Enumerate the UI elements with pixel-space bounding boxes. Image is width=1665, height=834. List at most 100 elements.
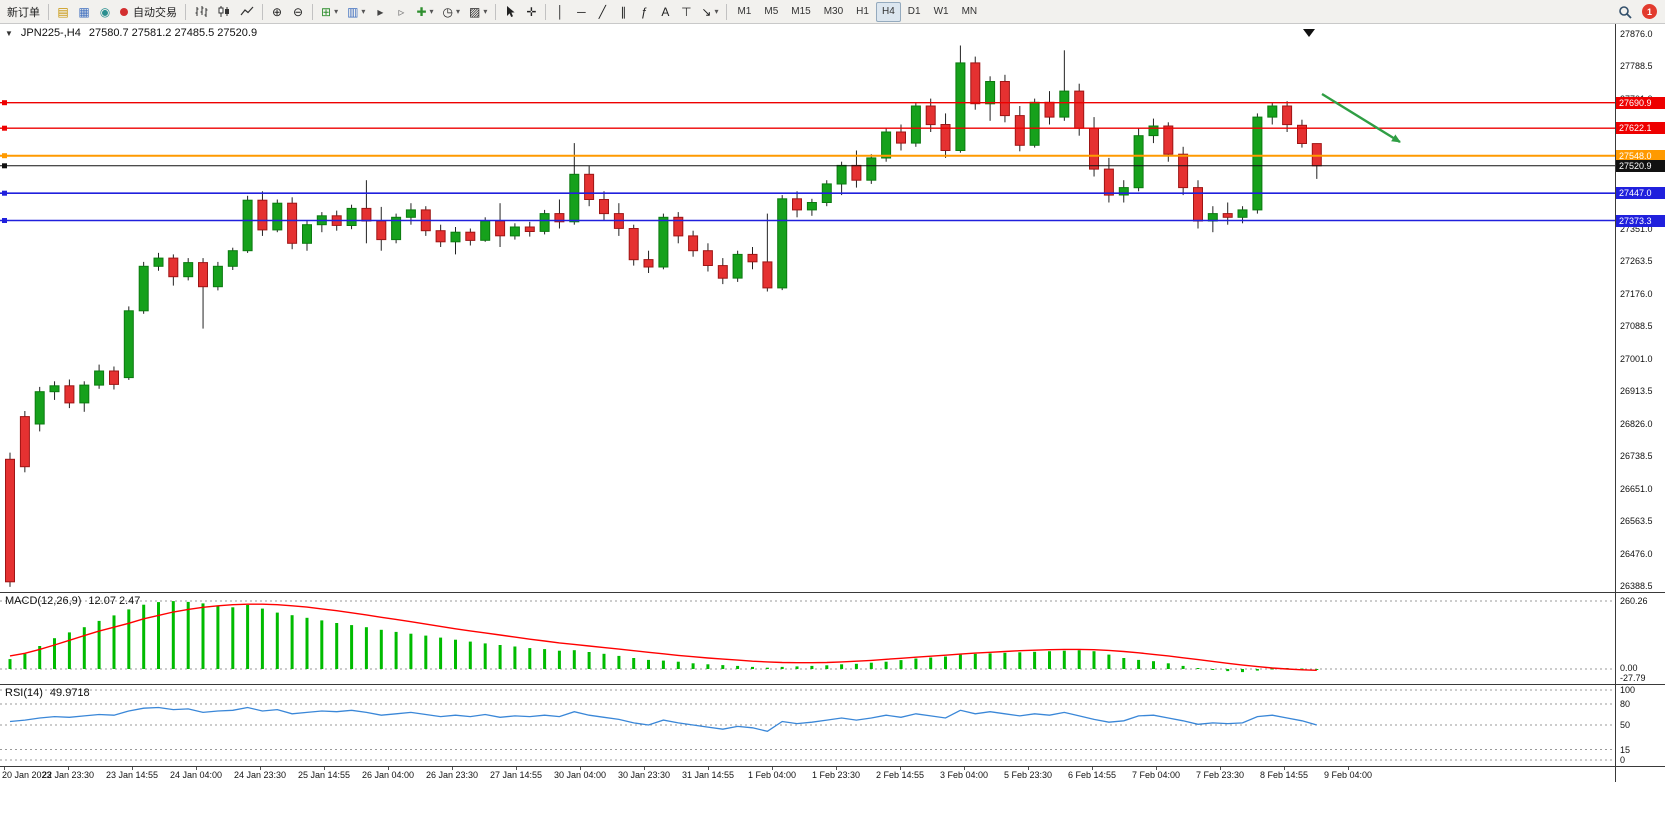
trendline-icon: ╱ xyxy=(598,4,606,19)
main-chart-plot[interactable]: ▼ JPN225-,H4 27580.7 27581.2 27485.5 275… xyxy=(0,24,1615,592)
candlestick-chart-button[interactable] xyxy=(213,2,235,22)
cursor-button[interactable] xyxy=(500,2,520,22)
time-axis-label: 25 Jan 14:55 xyxy=(297,770,351,780)
navigator-button[interactable]: ▦ xyxy=(74,2,94,22)
time-tick xyxy=(324,767,325,770)
time-tick xyxy=(644,767,645,770)
line-chart-button[interactable] xyxy=(236,2,258,22)
notifications-badge[interactable]: 1 xyxy=(1642,4,1657,19)
time-axis[interactable]: 20 Jan 2023 22 Jan 23:30 23 Jan 14:55 24 Ja… xyxy=(0,767,1615,782)
toolbar-separator xyxy=(48,3,49,20)
terminal-button[interactable]: ◉ xyxy=(95,2,115,22)
rsi-plot[interactable]: RSI(14) 49.9718 xyxy=(0,685,1615,766)
fibonacci-button[interactable]: ƒ xyxy=(634,2,654,22)
horizontal-line-button[interactable]: ─ xyxy=(571,2,591,22)
time-axis-label: 1 Feb 23:30 xyxy=(811,770,861,780)
timeframe-d1-button[interactable]: D1 xyxy=(902,2,927,22)
time-tick xyxy=(260,767,261,770)
periods-button[interactable]: ◷ ▾ xyxy=(439,2,465,22)
time-axis-label: 8 Feb 14:55 xyxy=(1259,770,1309,780)
price-axis-label: 27351.0 xyxy=(1620,224,1653,234)
trend-arrow-annotation[interactable] xyxy=(1321,92,1401,144)
arrows-icon: ↘ xyxy=(701,4,712,19)
line-anchor-handle[interactable] xyxy=(2,218,7,223)
timeframe-m30-button[interactable]: M30 xyxy=(818,2,849,22)
autoscroll-button[interactable]: ▸ xyxy=(370,2,390,22)
macd-signal-line xyxy=(9,603,1317,671)
search-button[interactable] xyxy=(1614,2,1636,22)
rsi-label: RSI(14) 49.9718 xyxy=(5,687,90,699)
dropdown-caret-icon: ▾ xyxy=(456,7,461,16)
chart-shift-icon: ▹ xyxy=(398,4,405,19)
channel-button[interactable]: ∥ xyxy=(613,2,633,22)
timeframe-w1-button-label: W1 xyxy=(933,6,949,17)
time-tick xyxy=(708,767,709,770)
timeframe-m1-button[interactable]: M1 xyxy=(731,2,757,22)
price-axis-label: 26913.5 xyxy=(1620,386,1653,396)
timeframe-mn-button-label: MN xyxy=(961,6,978,17)
new-chart-button[interactable]: ⊞ ▾ xyxy=(317,2,342,22)
time-axis-label: 27 Jan 14:55 xyxy=(489,770,543,780)
timeframe-h4-button[interactable]: H4 xyxy=(875,1,901,22)
candlestick-chart[interactable] xyxy=(0,24,1615,592)
text-button[interactable]: A xyxy=(655,2,675,22)
rsi-panel: RSI(14) 49.9718 100 80 50 15 0 xyxy=(0,684,1665,766)
chart-shift-marker-icon xyxy=(1303,29,1315,37)
toolbar-separator xyxy=(262,3,263,20)
timeframe-m5-button-label: M5 xyxy=(764,6,779,17)
vertical-line-button[interactable]: │ xyxy=(550,2,570,22)
zoom-in-button[interactable]: ⊕ xyxy=(267,2,287,22)
time-axis-label: 3 Feb 04:00 xyxy=(939,770,989,780)
line-anchor-handle[interactable] xyxy=(2,190,7,196)
trendline-button[interactable]: ╱ xyxy=(592,2,612,22)
time-axis-label: 9 Feb 04:00 xyxy=(1323,770,1373,780)
timeframe-h4-button-label: H4 xyxy=(881,6,895,17)
chart-shift-button[interactable]: ▹ xyxy=(391,2,411,22)
autotrading-button[interactable]: 自动交易 xyxy=(116,2,181,22)
bar-chart-button[interactable] xyxy=(190,2,212,22)
arrows-button[interactable]: ↘ ▾ xyxy=(697,2,722,22)
time-axis-label: 24 Jan 23:30 xyxy=(233,770,287,780)
dropdown-caret-icon: ▾ xyxy=(483,7,488,16)
macd-plot[interactable]: MACD(12,26,9) 12.07 2.47 xyxy=(0,593,1615,684)
timeframe-m15-button-label: M15 xyxy=(791,6,811,17)
timeframe-w1-button[interactable]: W1 xyxy=(928,2,955,22)
rsi-value: 49.9718 xyxy=(49,687,90,699)
templates-button[interactable]: ▨ ▾ xyxy=(465,2,491,22)
market-watch-icon: ▤ xyxy=(57,4,69,19)
indicators-button[interactable]: ✚ ▾ xyxy=(412,2,437,22)
price-axis-label: 26476.0 xyxy=(1620,549,1653,559)
line-anchor-handle[interactable] xyxy=(2,153,7,159)
time-tick xyxy=(1156,767,1157,770)
price-axis-label: 26826.0 xyxy=(1620,419,1653,429)
timeframe-m5-button[interactable]: M5 xyxy=(758,2,784,22)
new-chart-icon: ⊞ xyxy=(321,4,332,19)
price-axis-label: 27088.5 xyxy=(1620,321,1653,331)
one-click-trading-toggle[interactable]: ▼ xyxy=(5,28,13,38)
timeframe-m1-button-label: M1 xyxy=(737,6,752,17)
level-price-badge: 27447.0 xyxy=(1616,187,1665,199)
time-axis-label: 24 Jan 04:00 xyxy=(169,770,223,780)
line-anchor-handle[interactable] xyxy=(2,125,7,131)
rsi-axis: 100 80 50 15 0 xyxy=(1615,685,1665,766)
candlestick-chart-icon xyxy=(217,5,231,18)
price-axis[interactable]: 27876.027788.527701.027613.527526.027438… xyxy=(1615,24,1665,592)
line-anchor-handle[interactable] xyxy=(2,100,7,106)
timeframe-mn-button[interactable]: MN xyxy=(956,2,984,22)
crosshair-button[interactable]: ✛ xyxy=(521,2,541,22)
new-order-button[interactable]: 新订单 xyxy=(3,2,44,22)
line-anchor-handle[interactable] xyxy=(2,163,7,169)
rsi-axis-label: 50 xyxy=(1620,720,1631,730)
zoom-out-button[interactable]: ⊖ xyxy=(288,2,308,22)
time-axis-label: 22 Jan 23:30 xyxy=(41,770,95,780)
label-button[interactable]: ⊤ xyxy=(676,2,696,22)
rsi-axis-label: 80 xyxy=(1620,699,1631,709)
profiles-button[interactable]: ▥ ▾ xyxy=(343,2,369,22)
level-price-badge: 27690.9 xyxy=(1616,97,1665,109)
timeframe-m15-button[interactable]: M15 xyxy=(785,2,816,22)
price-axis-label: 27001.0 xyxy=(1620,354,1653,364)
market-watch-button[interactable]: ▤ xyxy=(53,2,73,22)
main-toolbar: 新订单 ▤ ▦ ◉ 自动交易 ⊕ ⊖ ⊞ ▾ ▥ ▾ ▸ ▹ ✚ ▾ ◷ ▾ ▨ ▾ ✛ │ ─ ╱ ∥ ƒ A ⊤ ↘ ▾ M1 M5 M1… xyxy=(0,0,1665,24)
indicators-icon: ✚ xyxy=(416,4,427,19)
timeframe-h1-button[interactable]: H1 xyxy=(850,2,875,22)
